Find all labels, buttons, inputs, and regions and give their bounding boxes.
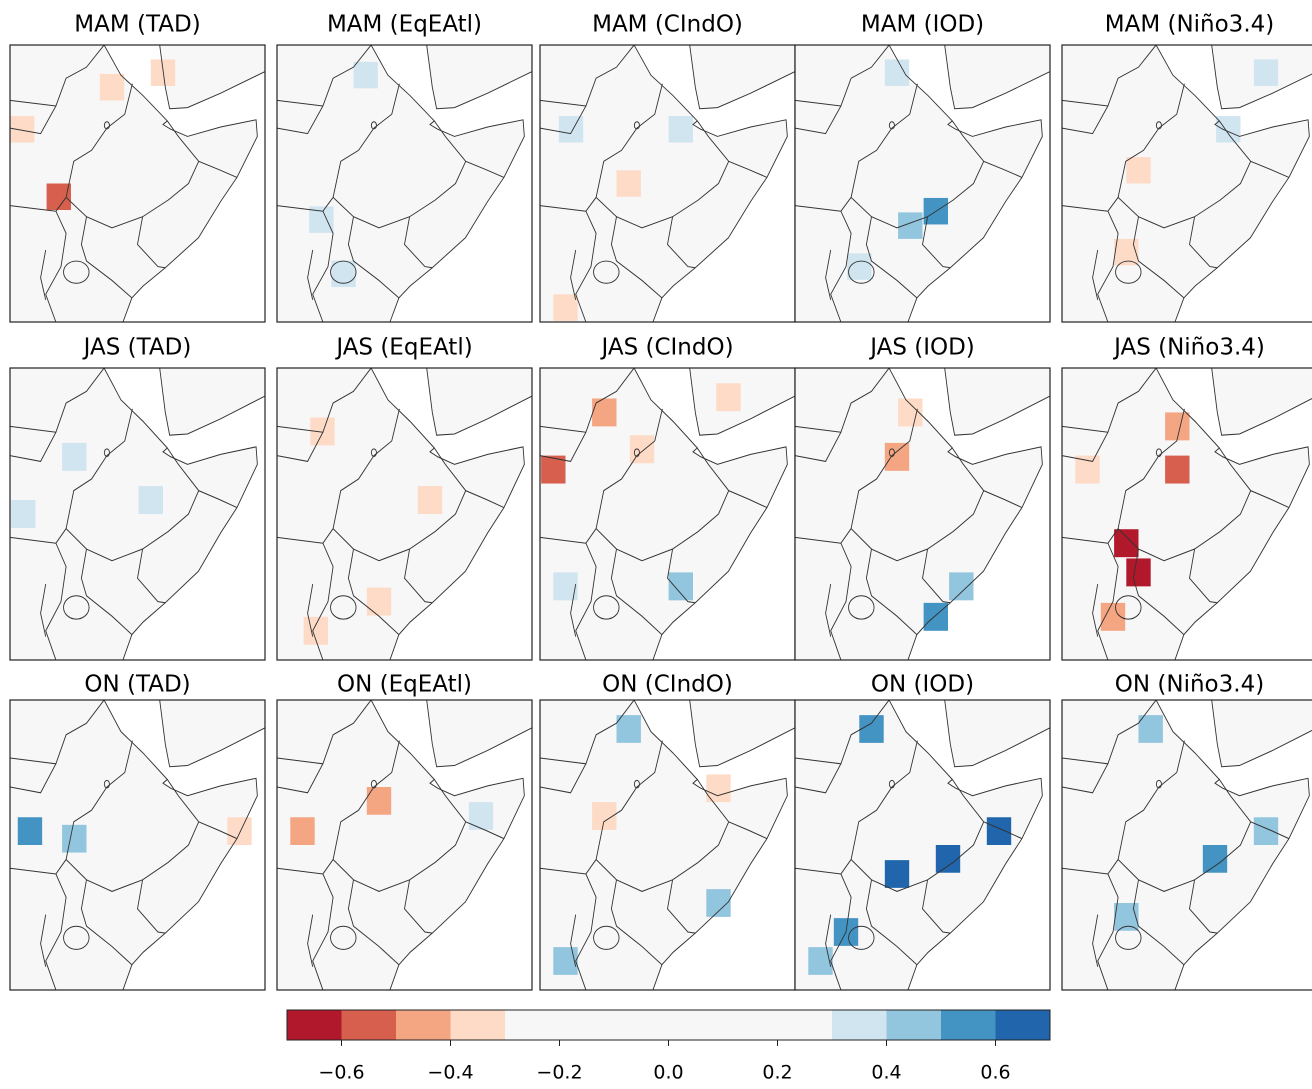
panel-title: ON (CIndO) (602, 672, 733, 698)
map-panel: ON (TAD) (10, 672, 265, 991)
anomaly-cell (1139, 715, 1163, 743)
panel-title: ON (TAD) (84, 672, 190, 698)
anomaly-cell (1075, 456, 1099, 484)
anomaly-cell (559, 116, 583, 142)
anomaly-cell (47, 184, 71, 210)
colorbar-segment (396, 1010, 451, 1040)
map-panel: JAS (EqEAtl) (277, 335, 532, 661)
anomaly-cell (669, 572, 693, 600)
colorbar-segment (887, 1010, 942, 1040)
anomaly-cell (367, 588, 391, 616)
panel-title: JAS (Niño3.4) (1112, 335, 1265, 361)
anomaly-cell (1254, 817, 1278, 845)
anomaly-cell (100, 74, 124, 100)
panel-title: JAS (IOD) (868, 335, 975, 361)
panel-title: MAM (IOD) (861, 12, 984, 38)
anomaly-cell (987, 817, 1011, 845)
anomaly-cell (354, 62, 378, 88)
map-panel: MAM (EqEAtl) (277, 12, 532, 323)
colorbar-tick-label: 0.4 (871, 1062, 901, 1084)
colorbar-tick-label: 0.6 (980, 1062, 1010, 1084)
panel-title: JAS (EqEAtl) (334, 335, 472, 361)
figure: MAM (TAD) MAM (EqEAtl) MAM (CIndO) MAM (IOD… (0, 0, 1312, 1085)
map-panel: JAS (CIndO) (540, 335, 795, 661)
colorbar-segment (505, 1010, 832, 1040)
anomaly-cell (139, 486, 163, 514)
colorbar-segment (832, 1010, 887, 1040)
colorbar-tick-label: −0.4 (427, 1062, 473, 1084)
map-panel: JAS (IOD) (795, 335, 1050, 661)
anomaly-cell (617, 170, 641, 196)
panel-title: ON (IOD) (871, 672, 974, 698)
anomaly-cell (885, 443, 909, 471)
anomaly-cell (924, 603, 948, 631)
anomaly-cell (949, 572, 973, 600)
anomaly-cell (859, 715, 883, 743)
colorbar-tick-label: 0.0 (653, 1062, 683, 1084)
anomaly-cell (62, 443, 86, 471)
anomaly-cell (617, 715, 641, 743)
anomaly-cell (1165, 412, 1189, 440)
colorbar-tick-label: 0.2 (762, 1062, 792, 1084)
panel-title: MAM (TAD) (74, 12, 200, 38)
anomaly-cell (62, 825, 86, 853)
anomaly-cell (1114, 529, 1138, 557)
anomaly-cell (885, 59, 909, 85)
colorbar-tick-label: −0.6 (318, 1062, 364, 1084)
anomaly-cell (1254, 59, 1278, 85)
map-panel: ON (EqEAtl) (277, 672, 532, 991)
map-panel: JAS (Niño3.4) (1062, 335, 1312, 661)
map-panel: ON (CIndO) (540, 672, 795, 991)
panel-title: JAS (TAD) (82, 335, 192, 361)
map-panel: MAM (IOD) (795, 12, 1050, 323)
anomaly-cell (18, 817, 42, 845)
anomaly-cell (1126, 558, 1150, 586)
anomaly-cell (669, 116, 693, 142)
anomaly-cell (10, 116, 34, 142)
map-panel: MAM (Niño3.4) (1062, 12, 1312, 323)
panel-title: MAM (Niño3.4) (1105, 12, 1275, 38)
colorbar-segment (342, 1010, 397, 1040)
map-panel: ON (Niño3.4) (1062, 672, 1312, 991)
anomaly-cell (1165, 456, 1189, 484)
map-panel: ON (IOD) (795, 672, 1050, 991)
anomaly-cell (11, 500, 35, 528)
panel-title: MAM (CIndO) (592, 12, 743, 38)
map-panel: MAM (TAD) (10, 12, 265, 323)
anomaly-cell (227, 817, 251, 845)
colorbar-segment (287, 1010, 342, 1040)
panel-title: MAM (EqEAtl) (327, 12, 482, 38)
anomaly-cell (716, 383, 740, 411)
colorbar-segment (996, 1010, 1051, 1040)
anomaly-cell (885, 860, 909, 888)
anomaly-cell (469, 802, 493, 830)
colorbar-segment (941, 1010, 996, 1040)
panel-title: ON (EqEAtl) (337, 672, 472, 698)
anomaly-cell (1126, 157, 1150, 183)
panel-title: JAS (CIndO) (599, 335, 733, 361)
anomaly-cell (418, 486, 442, 514)
anomaly-cell (630, 435, 654, 463)
panel-title: ON (Niño3.4) (1115, 672, 1264, 698)
map-panel: MAM (CIndO) (540, 12, 795, 323)
colorbar-segment (451, 1010, 506, 1040)
map-panel: JAS (TAD) (10, 335, 265, 661)
anomaly-cell (1216, 116, 1240, 142)
anomaly-cell (553, 294, 577, 320)
anomaly-cell (367, 787, 391, 815)
anomaly-cell (290, 817, 314, 845)
colorbar-tick-label: −0.2 (536, 1062, 582, 1084)
